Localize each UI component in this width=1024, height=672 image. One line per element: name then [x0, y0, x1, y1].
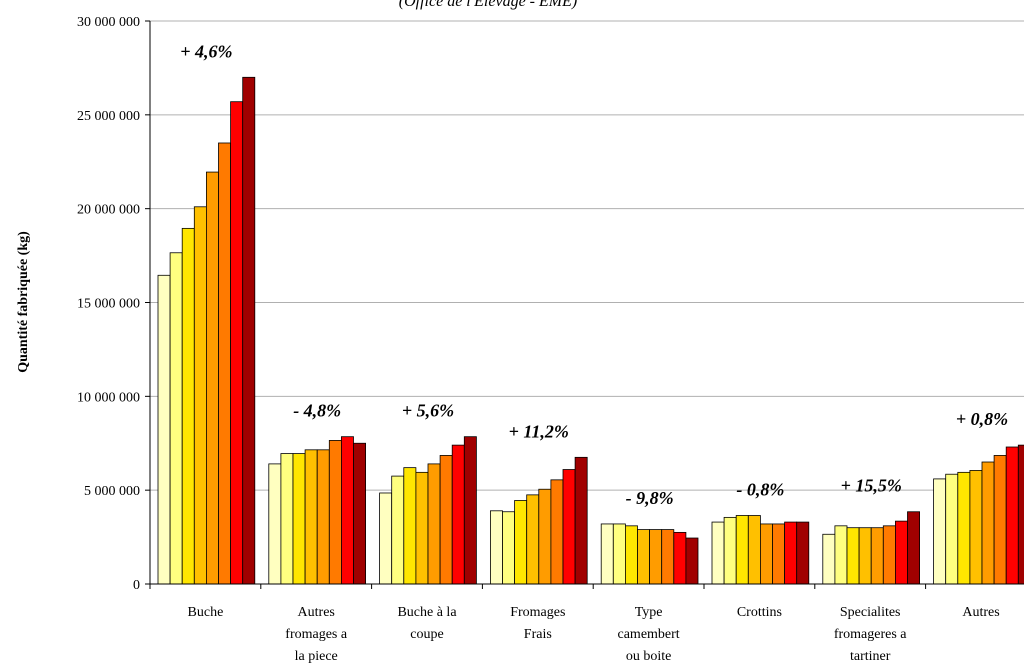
bar [379, 492, 393, 585]
bar [304, 449, 318, 585]
y-axis-label: Quantité fabriquée (kg) [16, 231, 31, 373]
bar [907, 511, 921, 585]
bar [772, 523, 786, 585]
bar [1005, 446, 1019, 585]
bar [1017, 444, 1024, 585]
bar [834, 525, 848, 585]
bar [181, 227, 195, 585]
change-annotation: + 5,6% [402, 401, 454, 421]
bar [451, 444, 465, 585]
bar [538, 488, 552, 585]
y-tick-labels: 0 5 000 000 10 000 000 15 000 000 20 000 000… [77, 15, 140, 593]
change-annotation: + 15,5% [841, 476, 902, 496]
y-tick-label: 10 000 000 [77, 390, 140, 405]
bar [526, 494, 540, 585]
bar [562, 469, 576, 585]
bar [205, 171, 219, 585]
bar [328, 440, 342, 585]
bar [822, 533, 836, 585]
y-tick-label: 20 000 000 [77, 203, 140, 218]
bar [427, 463, 441, 585]
bar [747, 515, 761, 585]
bar [612, 523, 626, 585]
x-category-labels: Buche Autres fromages a la piece Buche à la c… [188, 605, 1000, 664]
bar [280, 453, 294, 585]
bar [403, 467, 417, 585]
bar [169, 252, 183, 585]
bar [502, 511, 516, 585]
bar [723, 516, 737, 585]
y-tick-label: 5 000 000 [84, 484, 140, 499]
chart-subtitle: (Office de l'Elevage - EME) [399, 0, 577, 10]
bar [760, 523, 773, 585]
bar [268, 463, 282, 585]
x-category-label: Fromages Frais [510, 605, 565, 642]
bar [649, 529, 663, 585]
bar [957, 471, 971, 585]
change-annotation: - 0,8% [736, 480, 784, 500]
y-tick-label: 0 [133, 578, 140, 593]
change-annotation: + 4,6% [180, 41, 232, 61]
bar [600, 523, 614, 585]
bar [945, 473, 959, 585]
bar [439, 455, 453, 585]
bar [157, 274, 171, 585]
bar [218, 142, 232, 585]
bar [846, 527, 860, 585]
bar [895, 520, 908, 585]
bar [463, 436, 477, 585]
y-tick-label: 15 000 000 [77, 297, 140, 312]
change-annotation: + 0,8% [956, 409, 1008, 429]
bar [353, 442, 367, 585]
change-annotation: - 4,8% [293, 401, 341, 421]
bar [514, 500, 528, 585]
bar [711, 521, 725, 585]
bar [340, 436, 354, 585]
x-category-label: Specialites fromageres a tartiner [834, 605, 907, 664]
bar [993, 455, 1007, 585]
bar [316, 449, 330, 585]
bar [550, 479, 564, 585]
bar [230, 101, 244, 585]
change-annotations: + 4,6% - 4,8% + 5,6% + 11,2% - 9,8% - 0,8% + 1… [180, 41, 1008, 508]
x-category-label: Buche [188, 605, 224, 620]
bar [193, 206, 207, 585]
bar [735, 515, 749, 585]
bar [969, 470, 983, 585]
bar [574, 456, 588, 585]
bar [981, 461, 995, 585]
bar [882, 525, 896, 585]
bar [625, 525, 638, 585]
bars [157, 76, 1024, 585]
bar [673, 531, 687, 585]
bar [858, 527, 872, 585]
bar [637, 529, 651, 585]
x-category-label: Autres [962, 605, 999, 620]
bar [489, 510, 503, 585]
x-category-label: Autres fromages a la piece [285, 605, 348, 664]
bar [242, 76, 256, 585]
x-category-label: Buche à la coupe [397, 605, 457, 642]
bar [796, 521, 810, 585]
bar [870, 527, 884, 585]
bar [784, 521, 798, 585]
bar [685, 537, 699, 585]
x-category-label: Type camembert ou boite [618, 605, 680, 664]
bar [292, 453, 306, 585]
x-category-label: Crottins [737, 605, 782, 620]
change-annotation: + 11,2% [509, 421, 569, 441]
bar [415, 471, 429, 585]
bar [933, 478, 947, 585]
y-tick-label: 30 000 000 [77, 15, 140, 30]
change-annotation: - 9,8% [626, 488, 674, 508]
axes [149, 21, 1024, 589]
bar [391, 475, 405, 585]
y-tick-label: 25 000 000 [77, 109, 140, 124]
bar [661, 529, 675, 585]
